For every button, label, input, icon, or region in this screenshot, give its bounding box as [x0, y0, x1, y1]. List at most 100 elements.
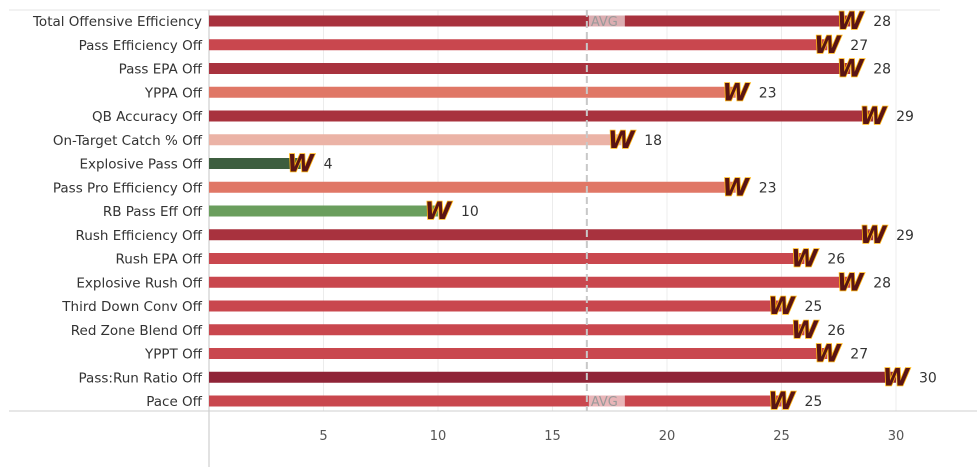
value-label: 23 [759, 85, 777, 101]
bar [209, 110, 874, 122]
value-label: 10 [461, 204, 479, 220]
bar [209, 181, 736, 193]
team-logo-icon: W [790, 315, 820, 345]
logo-glyph: W [860, 102, 888, 130]
category-label: Explosive Pass Off [79, 157, 202, 173]
logo-glyph: W [791, 316, 819, 344]
bar [209, 300, 782, 312]
labels: Total Offensive Efficiency W 28 Pass Effici… [32, 6, 937, 416]
bars [209, 15, 896, 407]
team-logo-icon: W [836, 267, 866, 297]
value-label: 30 [919, 370, 937, 386]
team-logo-icon: W [424, 196, 454, 226]
bar [209, 205, 438, 217]
category-label: QB Accuracy Off [92, 109, 203, 125]
value-label: 27 [850, 347, 868, 363]
bar [209, 158, 301, 169]
team-logo-icon: W [813, 339, 843, 369]
value-label: 28 [873, 62, 891, 78]
category-label: YPPA Off [144, 85, 203, 101]
bar [209, 276, 851, 288]
category-label: Total Offensive Efficiency [32, 14, 202, 30]
logo-glyph: W [837, 7, 865, 35]
logo-glyph: W [814, 340, 842, 368]
logo-glyph: W [722, 78, 750, 106]
logo-glyph: W [722, 173, 750, 201]
avg-label-bg [588, 394, 625, 408]
gridlines [323, 10, 897, 411]
logo-glyph: W [814, 31, 842, 59]
team-logo-icon: W [859, 220, 889, 250]
value-label: 28 [873, 275, 891, 291]
category-label: Rush EPA Off [116, 252, 203, 268]
value-label: 28 [873, 14, 891, 30]
bar [209, 253, 805, 264]
value-label: 4 [324, 157, 333, 173]
value-label: 26 [827, 252, 845, 268]
category-label: YPPT Off [144, 347, 203, 363]
value-label: 25 [805, 394, 823, 410]
category-label: Pass Pro Efficiency Off [53, 180, 203, 196]
bar [209, 395, 782, 407]
value-label: 29 [896, 228, 914, 244]
avg-label-bg [588, 14, 625, 28]
avg-reference-line: AVG AVG [585, 10, 625, 411]
logo-glyph: W [425, 197, 453, 225]
logo-glyph: W [883, 363, 911, 391]
bar [209, 229, 874, 241]
value-label: 25 [805, 299, 823, 315]
bar [209, 134, 622, 146]
value-label: 27 [850, 38, 868, 54]
value-label: 23 [759, 180, 777, 196]
avg-label: AVG [591, 15, 618, 30]
team-logo-icon: W [813, 30, 843, 60]
team-logo-icon: W [722, 172, 752, 202]
team-logo-icon: W [287, 149, 317, 179]
team-logo-icon: W [607, 125, 637, 155]
bar [209, 86, 736, 98]
team-logo-icon: W [882, 362, 912, 392]
logo-glyph: W [791, 245, 819, 273]
category-label: On-Target Catch % Off [53, 133, 203, 149]
x-tick-label: 20 [659, 429, 676, 444]
category-label: Pace Off [146, 394, 202, 410]
bar [209, 39, 828, 51]
team-logo-icon: W [767, 386, 797, 416]
x-tick-label: 10 [430, 429, 447, 444]
x-tick-label: 5 [319, 429, 327, 444]
bar [209, 15, 851, 27]
value-label: 26 [827, 323, 845, 339]
bar [209, 371, 896, 383]
logo-glyph: W [768, 292, 796, 320]
category-label: RB Pass Eff Off [103, 204, 203, 220]
category-label: Red Zone Blend Off [71, 323, 203, 339]
category-label: Pass:Run Ratio Off [79, 370, 203, 386]
value-label: 29 [896, 109, 914, 125]
logo-glyph: W [608, 126, 636, 154]
team-logo-icon: W [836, 54, 866, 84]
category-label: Pass EPA Off [119, 62, 203, 78]
x-tick-label: 30 [888, 429, 905, 444]
logo-glyph: W [287, 150, 315, 178]
category-label: Rush Efficiency Off [76, 228, 203, 244]
team-logo-icon: W [722, 77, 752, 107]
logo-glyph: W [837, 55, 865, 83]
category-label: Pass Efficiency Off [79, 38, 203, 54]
logo-glyph: W [768, 387, 796, 415]
bar [209, 348, 828, 359]
avg-label: AVG [591, 395, 618, 410]
category-label: Third Down Conv Off [61, 299, 202, 315]
x-tick-label: 15 [544, 429, 561, 444]
logo-glyph: W [837, 268, 865, 296]
team-logo-icon: W [790, 244, 820, 274]
bar [209, 63, 851, 74]
axes: 5 10 15 20 25 30 [9, 9, 977, 467]
x-tick-label: 25 [773, 429, 790, 444]
team-logo-icon: W [836, 6, 866, 36]
team-logo-icon: W [767, 291, 797, 321]
category-label: Explosive Rush Off [76, 275, 202, 291]
bar [209, 324, 805, 336]
team-logo-icon: W [859, 101, 889, 131]
